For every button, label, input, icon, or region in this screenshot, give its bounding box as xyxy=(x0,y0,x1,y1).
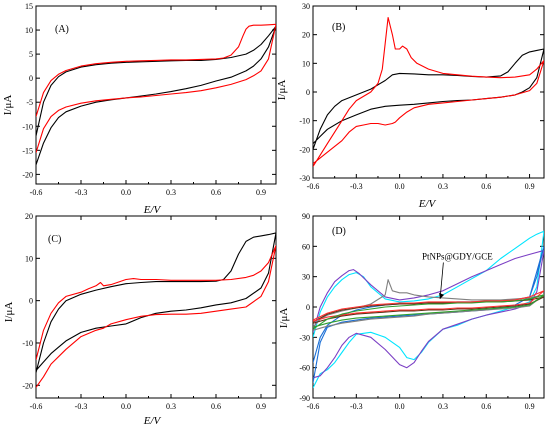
panel-a-xtick-label: 0.3 xyxy=(166,188,176,197)
panel-d-series-5 xyxy=(313,296,544,324)
panel-d-ytick-label: -90 xyxy=(299,394,310,403)
panel-d-letter: (D) xyxy=(332,226,346,237)
panel-b-ytick-label: -20 xyxy=(299,145,310,154)
panel-a-xtick-label: 0.6 xyxy=(211,188,221,197)
panel-b-series-1 xyxy=(313,48,544,150)
panel-a-ytick-label: -20 xyxy=(22,170,33,179)
panel-c: I/μA E/V (C) -0.6 -0.3 0.0 0.3 0.6 0.9 -20 -10 0… xyxy=(3,212,277,427)
panel-a-frame xyxy=(35,5,277,185)
panel-b-ytick-label: 0 xyxy=(306,88,310,97)
panel-b-ytick-label: -30 xyxy=(299,174,310,183)
panel-a-ytick-label: -5 xyxy=(26,98,33,107)
panel-c-xtick-label: -0.3 xyxy=(75,402,88,411)
panel-a-ytick-label: 15 xyxy=(25,2,33,11)
panel-a-ytick-label: -10 xyxy=(22,122,33,131)
panel-d-series-2 xyxy=(313,249,544,379)
panel-d-xtick-label: -0.3 xyxy=(350,402,363,411)
panel-d-xtick-label: 0.9 xyxy=(525,402,535,411)
panel-c-xtick-label: 0.0 xyxy=(121,402,131,411)
panel-a-ytick-label: 0 xyxy=(29,74,33,83)
panel-d: I/μA (D) PtNPs@GDY/GCE -0.6 -0.3 0.0 0.3 0.6… xyxy=(278,212,545,411)
panel-a-xtick-label: -0.3 xyxy=(75,188,88,197)
panel-a-ylabel: I/μA xyxy=(2,95,14,116)
panel-a-xtick-label: 0.9 xyxy=(256,188,266,197)
panel-b-plot-area xyxy=(313,16,544,167)
panel-b-ytick-label: -10 xyxy=(299,117,310,126)
panel-d-series-6 xyxy=(313,290,544,322)
panel-a-ytick-label: 5 xyxy=(29,50,33,59)
panel-b-xtick-label: 0.0 xyxy=(395,182,405,191)
panel-d-plot-area xyxy=(313,230,544,389)
panel-a-xtick-label: 0.0 xyxy=(121,188,131,197)
panel-d-series-7 xyxy=(313,294,544,330)
panel-a-ytick-label: 10 xyxy=(25,26,33,35)
panel-c-ylabel: I/μA xyxy=(3,302,15,323)
panel-d-ytick-label: 0 xyxy=(306,303,310,312)
panel-b-ytick-label: 30 xyxy=(302,2,310,11)
panel-d-ytick-label: -60 xyxy=(299,364,310,373)
panel-b: I/μA E/V (B) -0.6 -0.3 0.0 0.3 0.6 0.9 -30 -20 -… xyxy=(276,2,545,210)
panel-d-annotation-arrowhead xyxy=(439,292,445,299)
panel-b-ylabel: I/μA xyxy=(276,80,288,101)
panel-c-xlabel: E/V xyxy=(143,415,162,427)
panel-b-xlabel: E/V xyxy=(418,198,437,210)
panel-b-series-2 xyxy=(313,16,544,167)
panel-b-xtick-label: 0.9 xyxy=(525,182,535,191)
panel-c-ytick-label: 20 xyxy=(25,212,33,221)
panel-b-frame xyxy=(312,5,545,179)
panel-a: I/μA E/V (A) -0.6 -0.3 0.0 0.3 0.6 0.9 -20 -15 -… xyxy=(2,2,277,216)
panel-a-xlabel: E/V xyxy=(143,204,162,216)
panel-c-series-1 xyxy=(36,232,276,373)
panel-d-annotation-arrow xyxy=(439,262,444,299)
panel-c-xtick-label: 0.6 xyxy=(211,402,221,411)
panel-d-ytick-label: 30 xyxy=(302,273,310,282)
panel-d-ytick-label: -30 xyxy=(299,333,310,342)
panel-b-xtick-label: -0.6 xyxy=(307,182,320,191)
panel-a-letter: (A) xyxy=(55,24,69,35)
panel-b-letter: (B) xyxy=(332,22,345,33)
panel-c-series-2 xyxy=(36,245,276,388)
panel-c-frame xyxy=(35,215,277,399)
panel-d-xtick-label: -0.6 xyxy=(307,402,320,411)
panel-c-ytick-label: 10 xyxy=(25,254,33,263)
panel-b-xtick-label: 0.3 xyxy=(438,182,448,191)
panel-d-xtick-label: 0.0 xyxy=(395,402,405,411)
panel-d-ylabel: I/μA xyxy=(278,308,290,329)
panel-c-ytick-label: -10 xyxy=(22,339,33,348)
panel-d-ytick-label: 90 xyxy=(302,212,310,221)
panel-b-ytick-label: 20 xyxy=(302,31,310,40)
panel-d-xtick-label: 0.6 xyxy=(481,402,491,411)
panel-a-plot-area xyxy=(36,23,276,165)
panel-a-ytick-label: -15 xyxy=(22,146,33,155)
panel-a-series-2 xyxy=(36,23,276,153)
panel-d-annotation: PtNPs@GDY/GCE xyxy=(422,251,493,261)
panel-c-ytick-label: 0 xyxy=(29,297,33,306)
panel-b-xtick-label: -0.3 xyxy=(350,182,363,191)
panel-c-xtick-label: -0.6 xyxy=(30,402,43,411)
panel-b-xtick-label: 0.6 xyxy=(481,182,491,191)
panel-c-ytick-label: -20 xyxy=(22,381,33,390)
panel-c-letter: (C) xyxy=(48,234,61,245)
panel-d-xtick-label: 0.3 xyxy=(438,402,448,411)
panel-a-xtick-label: -0.6 xyxy=(30,188,43,197)
panel-d-ytick-label: 60 xyxy=(302,242,310,251)
panel-a-series-1 xyxy=(36,25,276,165)
panel-c-plot-area xyxy=(36,232,276,388)
panel-c-xtick-label: 0.9 xyxy=(256,402,266,411)
panel-b-ytick-label: 10 xyxy=(302,59,310,68)
panel-c-xtick-label: 0.3 xyxy=(166,402,176,411)
